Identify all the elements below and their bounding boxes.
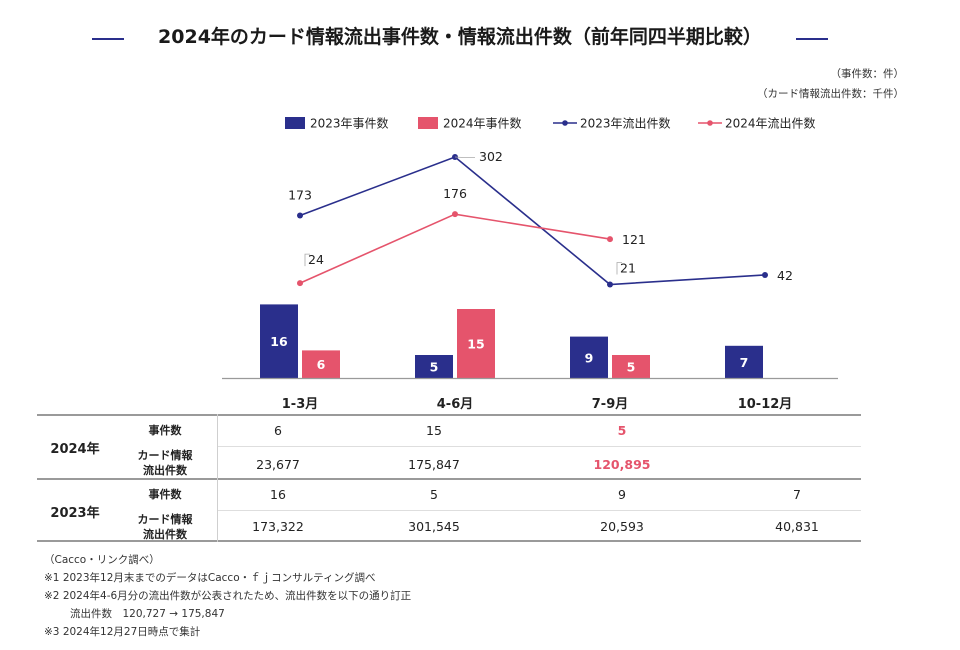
bar [302, 350, 340, 378]
line-value-label: 121 [622, 232, 646, 247]
row-label-2024-leaks: カード情報 流出件数 [137, 449, 193, 477]
line-point [607, 236, 613, 243]
footnote-2-detail: 流出件数 120,727 → 175,847 [70, 608, 225, 620]
row-label-2023-incidents: 事件数 [148, 488, 182, 501]
footnote-3: ※3 2024年12月27日時点で集計 [44, 626, 201, 638]
table-cell: 301,545 [408, 519, 460, 534]
table-rule-inner-2023 [217, 510, 861, 511]
table-year-2023: 2023年 [50, 506, 100, 521]
table-rule-top [37, 414, 861, 416]
bar-value-label: 9 [585, 350, 594, 365]
footnote-2: ※2 2024年4-6月分の流出件数が公表されたため、流出件数を以下の通り訂正 [44, 590, 412, 602]
table-cell: 7 [793, 487, 801, 502]
table-rule-inner-2024 [217, 446, 861, 447]
legend-swatch-marker [562, 120, 568, 126]
line-value-label: 24 [308, 252, 324, 267]
legend-swatch-bar [418, 117, 438, 129]
bar [457, 309, 495, 378]
table-rule-mid [37, 478, 861, 480]
series-line [299, 213, 611, 284]
table-cell: 5 [430, 487, 438, 502]
table-rule-vertical [217, 414, 218, 542]
label-leader [616, 262, 622, 275]
combo-chart: 2023年事件数 2024年事件数 2023年流出件数 2024年流出件数 16 5 9 7 6… [222, 116, 838, 412]
table-cell: 20,593 [600, 519, 644, 534]
line-value-label: 302 [479, 149, 503, 164]
legend-swatch-bar [285, 117, 305, 129]
bar [725, 345, 763, 378]
title-rule-right [796, 38, 828, 40]
footnote-1: ※1 2023年12月末までのデータはCacco・ｆｊコンサルティング調べ [44, 572, 376, 584]
line-value-label: 176 [443, 186, 467, 201]
footnote-source: （Cacco・リンク調べ） [44, 554, 160, 566]
x-tick-label: 1-3月 [282, 397, 319, 412]
table-cell: 175,847 [408, 457, 460, 472]
line-value-label: 42 [777, 268, 793, 283]
line-point [297, 212, 303, 219]
x-tick-label: 4-6月 [437, 397, 474, 412]
bar-value-label: 16 [270, 334, 288, 349]
data-table: 2024年 2023年 事件数 カード情報 流出件数 事件数 カード情報 流出件数 … [37, 414, 861, 542]
bar-value-label: 7 [740, 355, 749, 370]
line-value-label: 21 [620, 260, 636, 275]
bar [570, 336, 608, 378]
line-point [297, 280, 303, 287]
line-value-label: 173 [288, 188, 312, 203]
table-rule-bottom [37, 540, 861, 542]
table-cell: 15 [426, 423, 442, 438]
table-cell: 40,831 [775, 519, 819, 534]
x-tick-label: 7-9月 [592, 397, 629, 412]
line-point [762, 271, 768, 278]
table-cell: 23,677 [256, 457, 300, 472]
label-leader [304, 253, 310, 267]
table-cell-highlight: 120,895 [593, 457, 651, 472]
bar-value-label: 5 [430, 360, 439, 375]
series-line [299, 156, 766, 286]
legend-label: 2024年事件数 [443, 116, 522, 131]
label-leader [454, 156, 475, 158]
title-rule-left [92, 38, 124, 40]
bar [415, 355, 453, 378]
line-point [607, 281, 613, 288]
bar-value-label: 6 [317, 357, 326, 372]
unit-label-leaks: （カード情報流出件数：千件） [757, 88, 904, 100]
table-cell: 9 [618, 487, 626, 502]
legend-label: 2023年事件数 [310, 116, 389, 131]
table-cell: 16 [270, 487, 286, 502]
table-cell: 173,322 [252, 519, 304, 534]
table-cell: 6 [274, 423, 282, 438]
chart-title-bar: 2024年のカード情報流出事件数・情報流出件数（前年同四半期比較） [0, 22, 960, 54]
unit-label-incidents: （事件数：件） [830, 68, 905, 80]
bar-value-label: 5 [627, 360, 636, 375]
bar-value-label: 15 [467, 337, 484, 352]
bar [612, 355, 650, 378]
legend-label: 2023年流出件数 [580, 116, 671, 131]
legend-label: 2024年流出件数 [725, 116, 816, 131]
line-point [452, 211, 458, 218]
table-cell-highlight: 5 [617, 423, 627, 438]
legend-swatch-marker [707, 120, 713, 126]
row-label-2023-leaks: カード情報 流出件数 [137, 513, 193, 541]
chart-title: 2024年のカード情報流出事件数・情報流出件数（前年同四半期比較） [158, 26, 762, 48]
row-label-2024-incidents: 事件数 [148, 424, 182, 437]
bar [260, 304, 298, 378]
x-tick-label: 10-12月 [738, 397, 793, 412]
footnotes: （Cacco・リンク調べ） ※1 2023年12月末までのデータはCacco・ｆ… [44, 552, 411, 642]
table-year-2024: 2024年 [50, 442, 100, 457]
